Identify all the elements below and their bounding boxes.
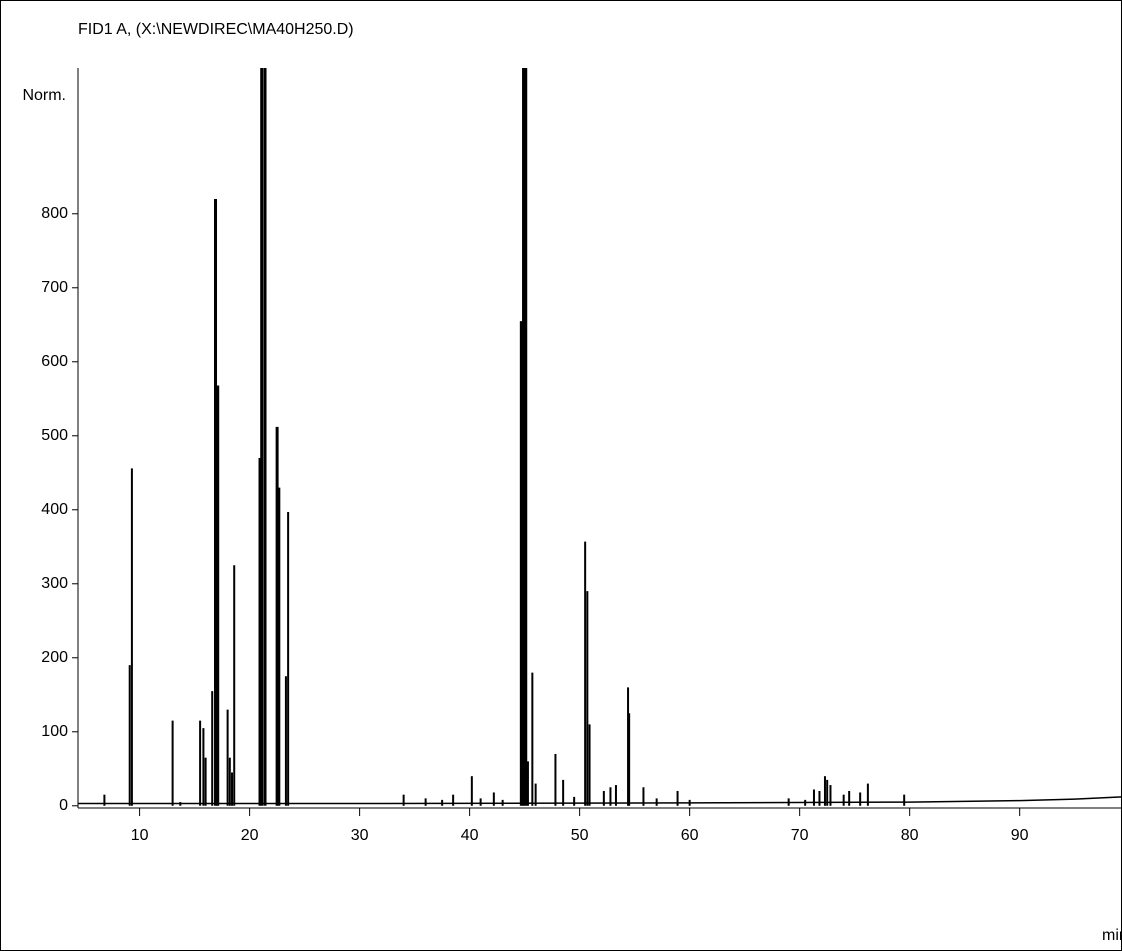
y-tick-label: 400 bbox=[41, 501, 68, 518]
x-axis-label: min bbox=[1102, 927, 1122, 944]
x-tick-label: 70 bbox=[791, 827, 809, 844]
x-tick-label: 50 bbox=[571, 827, 589, 844]
x-tick-label: 60 bbox=[681, 827, 699, 844]
x-tick-label: 10 bbox=[131, 827, 149, 844]
y-tick-label: 200 bbox=[41, 649, 68, 666]
y-tick-label: 500 bbox=[41, 427, 68, 444]
x-tick-label: 90 bbox=[1011, 827, 1029, 844]
x-tick-label: 80 bbox=[901, 827, 919, 844]
chart-title: FID1 A, (X:\NEWDIREC\MA40H250.D) bbox=[78, 21, 354, 38]
baseline bbox=[78, 796, 1122, 805]
x-tick-label: 30 bbox=[351, 827, 369, 844]
y-tick-label: 700 bbox=[41, 279, 68, 296]
y-axis-label: Norm. bbox=[22, 87, 66, 104]
y-tick-label: 300 bbox=[41, 575, 68, 592]
y-tick-label: 100 bbox=[41, 723, 68, 740]
x-tick-label: 40 bbox=[461, 827, 479, 844]
y-tick-label: 800 bbox=[41, 205, 68, 222]
x-tick-label: 20 bbox=[241, 827, 259, 844]
y-tick-label: 600 bbox=[41, 353, 68, 370]
y-tick-label: 0 bbox=[59, 797, 68, 814]
